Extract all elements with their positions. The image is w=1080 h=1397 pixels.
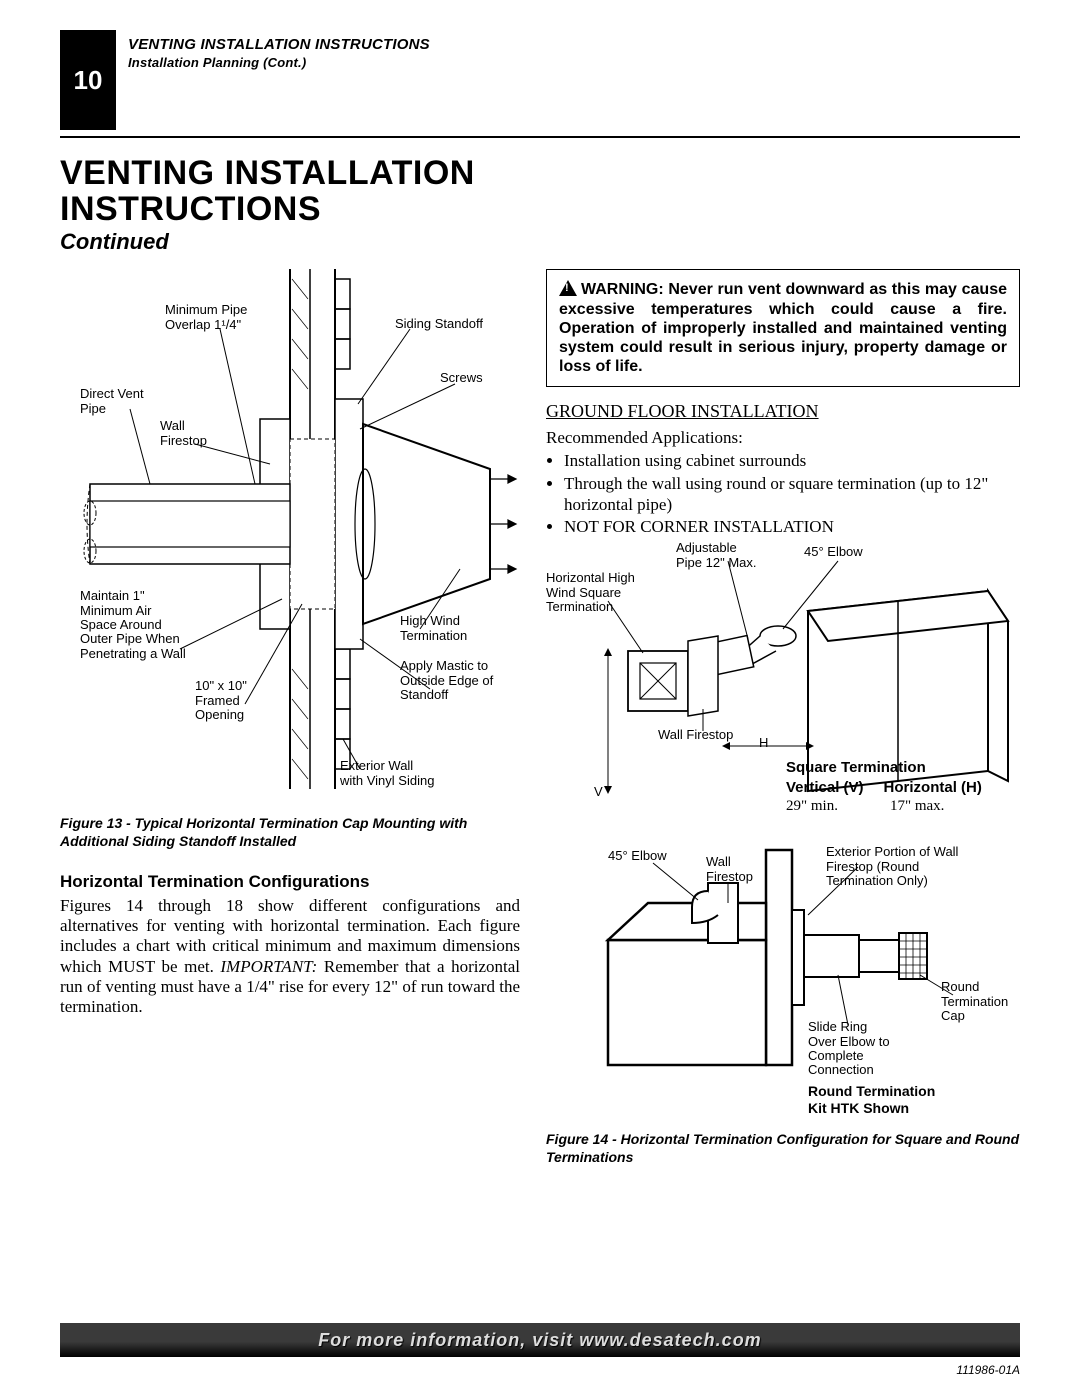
- lbl-siding-standoff: Siding Standoff: [395, 317, 483, 331]
- list-item: Installation using cabinet surrounds: [564, 450, 1020, 471]
- figure-14-lower: 45° Elbow Wall Firestop Exterior Portion…: [546, 845, 1020, 1125]
- lbl-min-pipe-overlap: Minimum Pipe Overlap 1¹/4": [165, 303, 247, 332]
- list-item: NOT FOR CORNER INSTALLATION: [564, 516, 1020, 537]
- warning-box: WARNING: Never run vent downward as this…: [546, 269, 1020, 387]
- horiz-config-paragraph: Figures 14 through 18 show different con…: [60, 896, 520, 1016]
- lbl-mastic: Apply Mastic to Outside Edge of Standoff: [400, 659, 493, 702]
- ground-floor-title: GROUND FLOOR INSTALLATION: [546, 401, 1020, 422]
- two-columns: Minimum Pipe Overlap 1¹/4" Siding Stando…: [60, 269, 1020, 1166]
- figure-14-caption: Figure 14 - Horizontal Termination Confi…: [546, 1131, 1020, 1166]
- lbl-high-wind: High Wind Termination: [400, 614, 467, 643]
- figure-13-caption: Figure 13 - Typical Horizontal Terminati…: [60, 815, 520, 850]
- left-column: Minimum Pipe Overlap 1¹/4" Siding Stando…: [60, 269, 520, 1166]
- page-header: 10 VENTING INSTALLATION INSTRUCTIONS Ins…: [60, 30, 1020, 130]
- main-title-line2: INSTRUCTIONS: [60, 192, 1020, 228]
- lbl-hhw: Horizontal High Wind Square Termination: [546, 571, 635, 614]
- lbl-elbow45-lower: 45° Elbow: [608, 849, 667, 863]
- page: 10 VENTING INSTALLATION INSTRUCTIONS Ins…: [0, 0, 1080, 1397]
- figure-14-upper: Adjustable Pipe 12" Max. 45° Elbow Horiz…: [546, 541, 1020, 831]
- square-term-title: Square Termination: [786, 759, 982, 776]
- list-item: Through the wall using round or square t…: [564, 473, 1020, 516]
- lbl-V: V: [594, 785, 603, 799]
- figure-13-svg: [60, 269, 520, 809]
- lbl-framed: 10" x 10" Framed Opening: [195, 679, 247, 722]
- lbl-wall-firestop-upper: Wall Firestop: [658, 728, 733, 742]
- lbl-wall-firestop: Wall Firestop: [160, 419, 207, 448]
- square-term-table: Square Termination Vertical (V) Horizont…: [786, 759, 982, 815]
- header-subtitle: Installation Planning (Cont.): [128, 55, 430, 70]
- lbl-H: H: [759, 736, 768, 750]
- main-title-line1: VENTING INSTALLATION: [60, 156, 1020, 192]
- lbl-slide-ring: Slide Ring Over Elbow to Complete Connec…: [808, 1020, 890, 1077]
- header-rule: [60, 136, 1020, 138]
- right-column: WARNING: Never run vent downward as this…: [546, 269, 1020, 1166]
- horiz-config-heading: Horizontal Termination Configurations: [60, 872, 520, 892]
- lbl-direct-vent: Direct Vent Pipe: [80, 387, 144, 416]
- lbl-adj-pipe: Adjustable Pipe 12" Max.: [676, 541, 757, 570]
- header-titles: VENTING INSTALLATION INSTRUCTIONS Instal…: [116, 30, 430, 130]
- lbl-round-cap: Round Termination Cap: [941, 980, 1008, 1023]
- page-number-box: 10: [60, 30, 116, 130]
- footer-text: For more information, visit www.desatech…: [318, 1330, 761, 1351]
- lbl-screws: Screws: [440, 371, 483, 385]
- warning-text: WARNING: Never run vent downward as this…: [559, 281, 1007, 375]
- lbl-wall-firestop-lower: Wall Firestop: [706, 855, 753, 884]
- rec-apps-label: Recommended Applications:: [546, 428, 1020, 448]
- page-number: 10: [74, 65, 103, 96]
- lbl-maintain: Maintain 1" Minimum Air Space Around Out…: [80, 589, 186, 660]
- lbl-ext-portion: Exterior Portion of Wall Firestop (Round…: [826, 845, 958, 888]
- header-title: VENTING INSTALLATION INSTRUCTIONS: [128, 36, 430, 53]
- lbl-elbow45-upper: 45° Elbow: [804, 545, 863, 559]
- footer-bar: For more information, visit www.desatech…: [60, 1323, 1020, 1357]
- round-term-title: Round Termination Kit HTK Shown: [808, 1083, 935, 1117]
- lbl-ext-wall: Exterior Wall with Vinyl Siding: [340, 759, 434, 788]
- figure-13-diagram: Minimum Pipe Overlap 1¹/4" Siding Stando…: [60, 269, 520, 809]
- sq-term-headers: Vertical (V) Horizontal (H): [786, 779, 982, 796]
- doc-code: 111986-01A: [956, 1363, 1020, 1377]
- applications-list: Installation using cabinet surrounds Thr…: [546, 450, 1020, 537]
- continued-label: Continued: [60, 229, 1020, 255]
- warning-icon: [559, 280, 577, 296]
- sq-term-values: 29" min. 17" max.: [786, 798, 982, 815]
